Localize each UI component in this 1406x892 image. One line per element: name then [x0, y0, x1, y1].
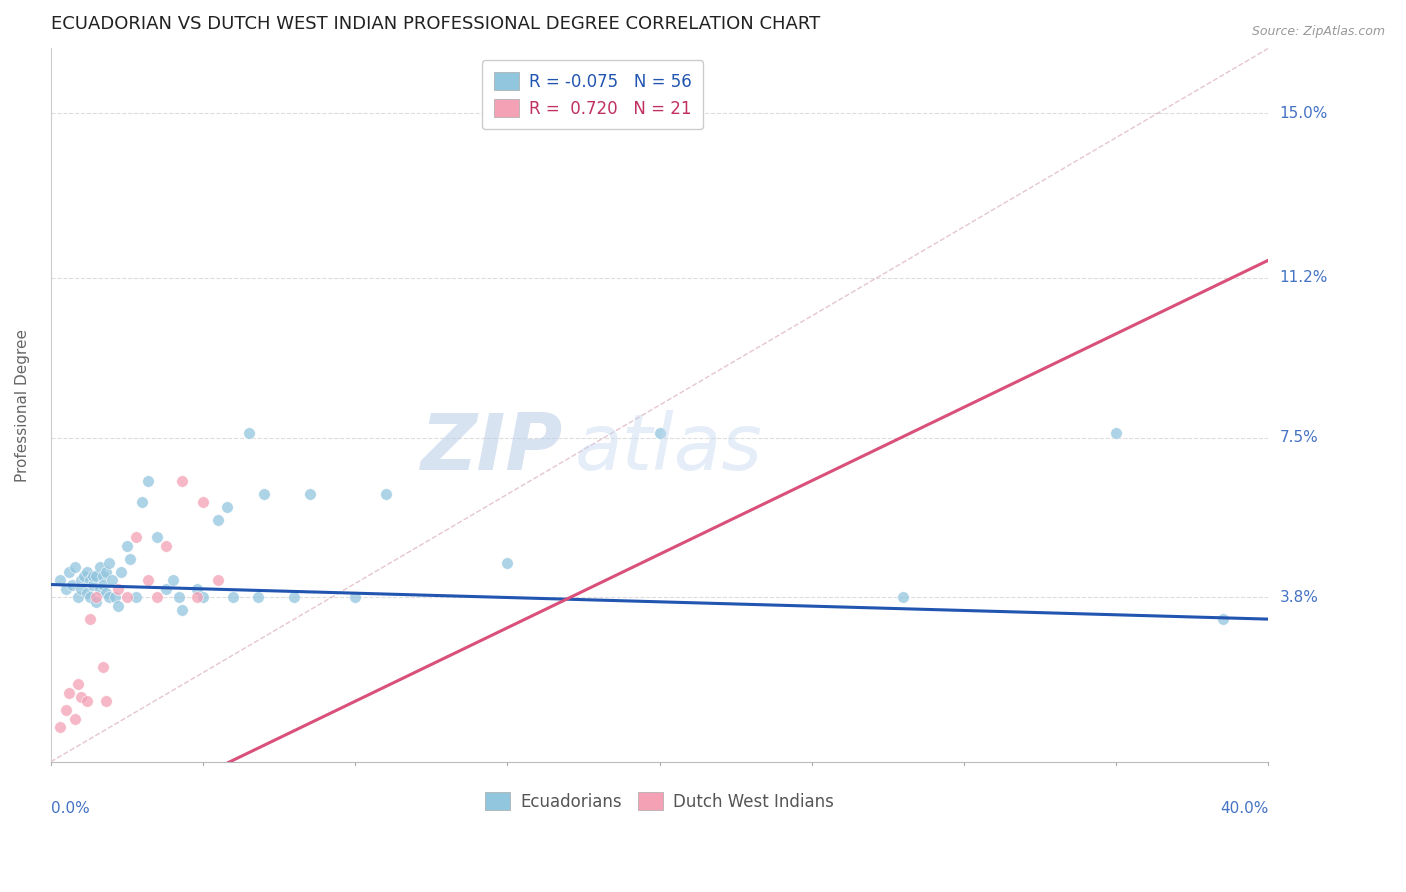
Point: [115, 539, 138, 553]
Point: [1105, 426, 1128, 441]
Point: [496, 556, 519, 570]
Point: [891, 591, 914, 605]
Point: [107, 599, 129, 614]
Point: [118, 551, 141, 566]
Point: [191, 591, 214, 605]
Point: [207, 513, 229, 527]
Text: 15.0%: 15.0%: [1279, 106, 1327, 120]
Point: [76, 694, 98, 708]
Point: [131, 495, 153, 509]
Point: [60, 577, 83, 591]
Point: [222, 591, 245, 605]
Point: [79, 591, 101, 605]
Point: [1212, 612, 1234, 626]
Point: [115, 591, 138, 605]
Point: [63, 560, 86, 574]
Text: 3.8%: 3.8%: [1279, 590, 1319, 605]
Text: 7.5%: 7.5%: [1279, 430, 1317, 445]
Point: [91, 577, 114, 591]
Point: [70, 690, 93, 704]
Point: [82, 577, 104, 591]
Point: [238, 426, 260, 441]
Point: [246, 591, 269, 605]
Point: [58, 685, 80, 699]
Point: [162, 573, 184, 587]
Point: [67, 677, 90, 691]
Point: [76, 565, 98, 579]
Point: [146, 530, 169, 544]
Point: [170, 603, 193, 617]
Point: [49, 573, 72, 587]
Point: [110, 565, 132, 579]
Point: [97, 556, 120, 570]
Point: [49, 720, 72, 734]
Legend: R = -0.075   N = 56, R =  0.720   N = 21: R = -0.075 N = 56, R = 0.720 N = 21: [482, 61, 703, 129]
Text: Source: ZipAtlas.com: Source: ZipAtlas.com: [1251, 25, 1385, 38]
Point: [207, 573, 229, 587]
Point: [191, 495, 214, 509]
Point: [70, 573, 93, 587]
Point: [94, 694, 117, 708]
Point: [97, 591, 120, 605]
Point: [283, 591, 305, 605]
Point: [79, 573, 101, 587]
Text: 11.2%: 11.2%: [1279, 270, 1327, 285]
Point: [136, 474, 159, 488]
Point: [89, 560, 111, 574]
Point: [217, 500, 239, 514]
Point: [107, 582, 129, 596]
Point: [76, 586, 98, 600]
Point: [58, 565, 80, 579]
Point: [155, 582, 177, 596]
Text: 40.0%: 40.0%: [1220, 801, 1268, 816]
Point: [104, 591, 127, 605]
Point: [91, 569, 114, 583]
Point: [94, 586, 117, 600]
Point: [648, 426, 671, 441]
Point: [155, 539, 177, 553]
Point: [82, 569, 104, 583]
Point: [186, 582, 208, 596]
Text: ZIP: ZIP: [420, 410, 562, 486]
Point: [55, 703, 77, 717]
Point: [136, 573, 159, 587]
Point: [125, 591, 148, 605]
Point: [67, 591, 90, 605]
Point: [73, 569, 96, 583]
Point: [70, 582, 93, 596]
Point: [253, 487, 276, 501]
Point: [91, 659, 114, 673]
Point: [374, 487, 396, 501]
Point: [186, 591, 208, 605]
Point: [100, 573, 122, 587]
Point: [344, 591, 367, 605]
Text: atlas: atlas: [574, 410, 762, 486]
Point: [170, 474, 193, 488]
Text: 0.0%: 0.0%: [51, 801, 90, 816]
Point: [125, 530, 148, 544]
Point: [167, 591, 190, 605]
Point: [146, 591, 169, 605]
Point: [86, 595, 108, 609]
Y-axis label: Professional Degree: Professional Degree: [15, 328, 30, 482]
Point: [86, 591, 108, 605]
Text: ECUADORIAN VS DUTCH WEST INDIAN PROFESSIONAL DEGREE CORRELATION CHART: ECUADORIAN VS DUTCH WEST INDIAN PROFESSI…: [51, 15, 820, 33]
Point: [86, 569, 108, 583]
Point: [63, 712, 86, 726]
Point: [298, 487, 321, 501]
Point: [89, 582, 111, 596]
Point: [94, 565, 117, 579]
Point: [79, 612, 101, 626]
Point: [55, 582, 77, 596]
